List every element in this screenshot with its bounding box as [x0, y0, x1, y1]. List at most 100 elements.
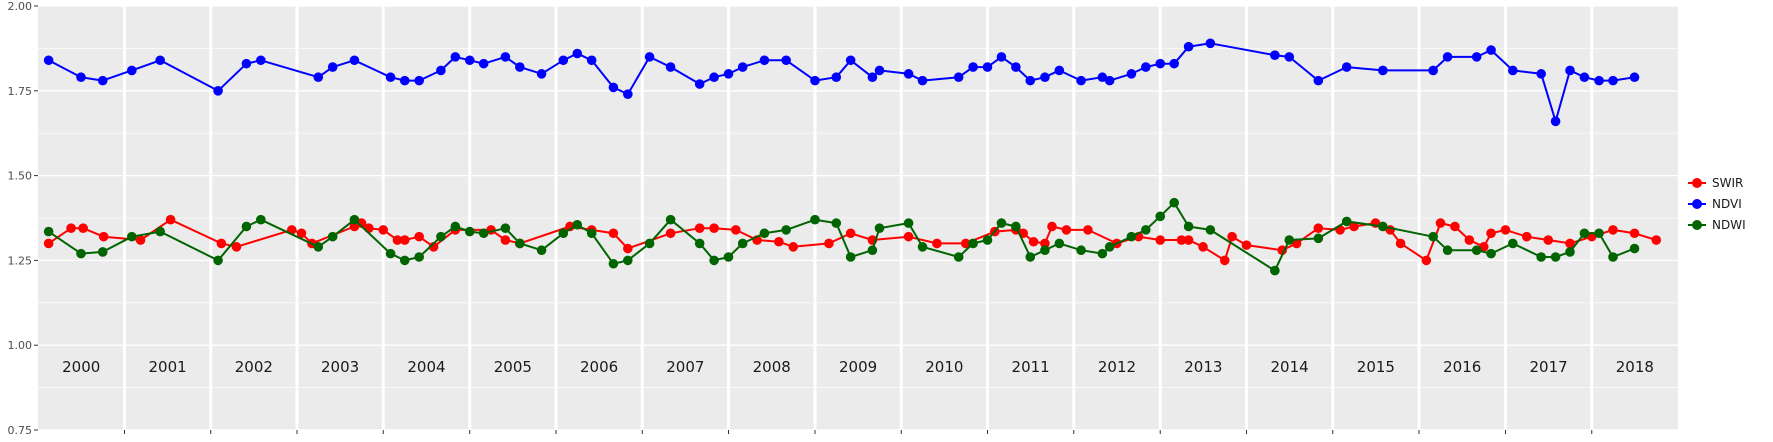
data-point: [1486, 228, 1496, 239]
data-point: [97, 75, 108, 86]
data-point: [845, 55, 856, 66]
data-point: [917, 242, 928, 252]
data-point: [1141, 225, 1151, 235]
year-label: 2008: [753, 358, 791, 376]
data-point: [1579, 72, 1590, 83]
data-point: [558, 228, 569, 239]
year-label: 2003: [321, 358, 359, 376]
data-point: [1169, 197, 1179, 208]
data-point: [1076, 75, 1086, 86]
data-point: [1550, 252, 1561, 262]
data-point: [296, 228, 307, 239]
y-axis: 0.75 1.00 1.25 1.50 1.75 2.00: [8, 0, 38, 437]
data-point: [968, 238, 978, 249]
data-point: [1176, 235, 1187, 245]
data-point: [709, 223, 719, 233]
data-point: [414, 252, 424, 262]
data-point: [66, 223, 76, 233]
data-point: [349, 55, 360, 66]
y-tick-label: 1.00: [8, 339, 33, 352]
data-point: [436, 65, 446, 76]
data-point: [155, 226, 165, 237]
data-point: [867, 72, 878, 83]
data-point: [845, 228, 856, 239]
year-label: 2018: [1616, 358, 1654, 376]
data-point: [1241, 240, 1252, 250]
data-point: [1047, 221, 1057, 232]
data-point: [709, 72, 719, 83]
data-point: [1428, 231, 1438, 242]
data-point: [399, 235, 410, 245]
grid-lines: [38, 5, 1678, 431]
data-point: [665, 228, 676, 239]
legend-key-point: [1692, 220, 1702, 230]
data-point: [831, 218, 842, 228]
data-point: [165, 214, 176, 225]
data-point: [694, 238, 705, 249]
data-point: [1313, 75, 1324, 86]
data-point: [572, 48, 583, 59]
data-point: [127, 231, 137, 242]
data-point: [1219, 255, 1230, 266]
y-tick-label: 0.75: [8, 424, 33, 437]
data-point: [774, 236, 784, 247]
year-label: 2002: [235, 358, 273, 376]
year-label: 2015: [1357, 358, 1395, 376]
data-point: [1104, 75, 1115, 86]
data-point: [1054, 238, 1065, 249]
data-point: [1270, 265, 1280, 276]
data-point: [76, 72, 86, 83]
data-point: [515, 62, 525, 72]
year-label: 2014: [1271, 358, 1309, 376]
data-point: [1291, 238, 1302, 249]
data-point: [500, 52, 511, 62]
data-point: [874, 65, 885, 76]
data-point: [1442, 52, 1453, 62]
y-tick-label: 2.00: [8, 0, 33, 13]
data-point: [1471, 52, 1482, 62]
data-point: [364, 223, 374, 233]
data-point: [723, 69, 734, 79]
data-point: [256, 214, 266, 225]
y-tick-label: 1.50: [8, 170, 33, 183]
data-point: [665, 214, 676, 225]
data-point: [241, 221, 252, 232]
data-point: [1155, 58, 1166, 69]
data-point: [414, 231, 424, 242]
data-point: [1565, 247, 1575, 257]
legend-label: SWIR: [1712, 176, 1743, 190]
data-point: [1270, 50, 1280, 60]
data-point: [1521, 231, 1532, 242]
data-point: [694, 79, 705, 89]
data-point: [127, 65, 137, 76]
data-point: [759, 228, 770, 239]
data-point: [399, 255, 410, 266]
data-point: [1205, 225, 1216, 235]
data-point: [572, 219, 583, 230]
data-point: [76, 248, 86, 259]
data-point: [1629, 228, 1640, 239]
data-point: [608, 228, 619, 239]
data-point: [1594, 228, 1604, 239]
data-point: [1378, 221, 1388, 232]
data-point: [731, 225, 741, 235]
data-point: [1025, 252, 1036, 262]
data-point: [392, 235, 403, 245]
data-point: [845, 252, 856, 262]
data-point: [1442, 245, 1453, 256]
data-point: [1183, 235, 1194, 245]
data-point: [1313, 223, 1324, 233]
year-label: 2007: [666, 358, 704, 376]
data-point: [723, 252, 734, 262]
data-point: [1341, 62, 1352, 72]
data-point: [644, 238, 655, 249]
data-point: [464, 226, 475, 237]
data-point: [623, 243, 633, 254]
series-ndvi: [43, 38, 1640, 127]
data-point: [1608, 252, 1618, 262]
x-axis: 2000 2001 2002 2003 2004 2005 2006 2007 2008 2009…: [62, 358, 1654, 434]
data-point: [665, 62, 676, 72]
data-point: [1198, 242, 1208, 252]
data-point: [536, 245, 547, 256]
data-point: [867, 245, 878, 256]
